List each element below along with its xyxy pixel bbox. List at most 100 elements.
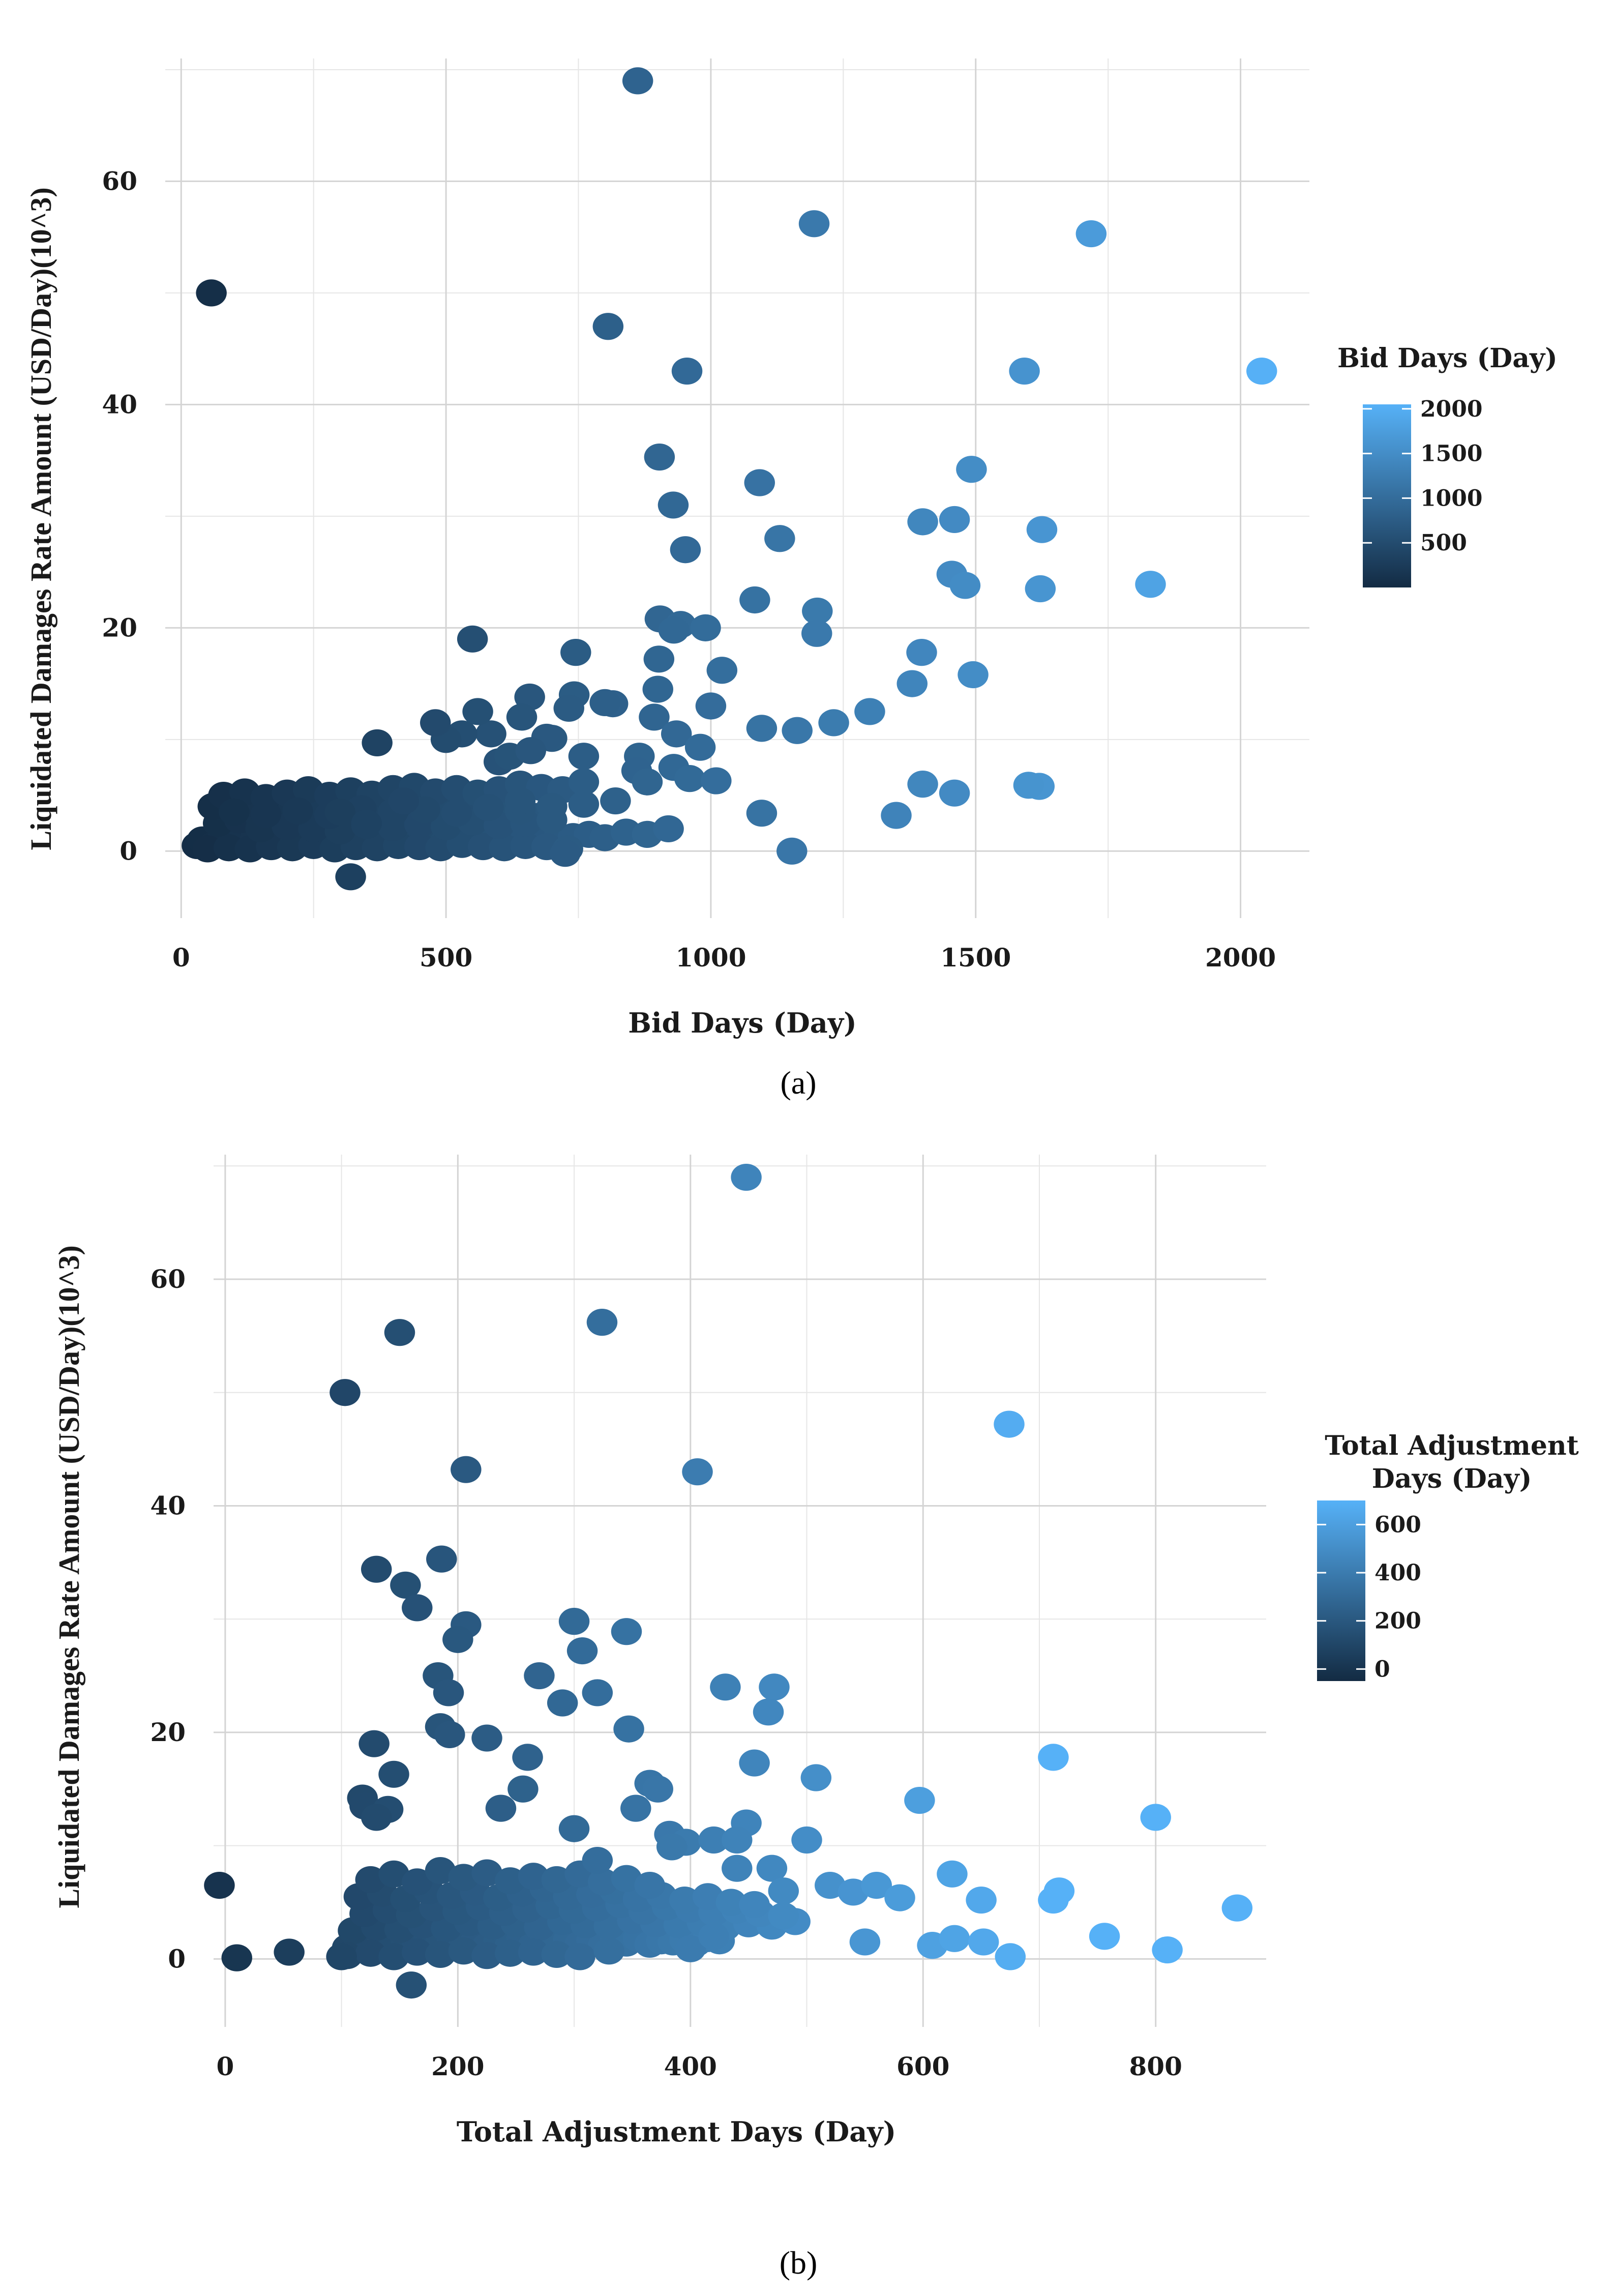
data-point — [722, 1855, 753, 1882]
data-point — [518, 1863, 549, 1890]
x-tick-label: 800 — [1129, 2051, 1182, 2081]
scatter-panel-b: 0 200 400 600 800 0 20 40 60 Total Adjustment D… — [52, 1155, 1579, 2281]
data-point — [715, 1889, 747, 1916]
data-point — [620, 1794, 651, 1822]
data-point — [669, 1886, 700, 1914]
data-point — [541, 1866, 572, 1894]
legend-title-b-line1: Total Adjustment — [1325, 1430, 1579, 1461]
data-point — [402, 1594, 433, 1622]
points-a — [182, 67, 1277, 891]
legend-colorbar-a — [1363, 404, 1411, 587]
data-point — [568, 743, 600, 770]
y-tick-labels-b: 0 20 40 60 — [150, 1264, 186, 1974]
data-point — [801, 620, 832, 647]
data-point — [1135, 571, 1166, 598]
data-point — [698, 1923, 729, 1950]
data-point — [355, 1939, 386, 1967]
data-point — [744, 469, 775, 496]
x-axis-title-a: Bid Days (Day) — [628, 1007, 856, 1039]
data-point — [1025, 575, 1056, 603]
data-point — [653, 815, 684, 843]
data-point — [524, 1662, 555, 1690]
data-point — [504, 787, 536, 815]
data-point — [671, 357, 703, 385]
y-tick-label: 60 — [102, 166, 137, 196]
data-point — [1089, 1923, 1120, 1950]
data-point — [358, 1730, 390, 1757]
data-point — [568, 768, 600, 796]
legend-tick-label: 200 — [1374, 1608, 1421, 1634]
legend-b: Total Adjustment Days (Day) 0 200 400 600 — [1317, 1430, 1579, 1682]
data-point — [589, 689, 620, 717]
x-tick-label: 200 — [431, 2051, 484, 2081]
data-point — [390, 1571, 421, 1599]
data-point — [611, 1865, 642, 1892]
data-point — [451, 1456, 482, 1483]
data-point — [722, 1826, 753, 1854]
data-point — [939, 1925, 970, 1952]
data-point — [582, 1846, 613, 1874]
y-tick-label: 0 — [119, 836, 137, 866]
data-point — [815, 1871, 846, 1899]
data-point — [593, 1937, 624, 1965]
x-tick-label: 600 — [896, 2051, 949, 2081]
data-point — [518, 1938, 549, 1966]
data-point — [1152, 1936, 1183, 1964]
data-point — [861, 1871, 892, 1899]
data-point — [473, 794, 504, 821]
data-point — [968, 1928, 999, 1956]
data-point — [536, 792, 567, 820]
data-point — [661, 720, 692, 748]
y-tick-label: 60 — [150, 1264, 186, 1294]
legend-tick-label: 600 — [1374, 1512, 1421, 1538]
x-axis-title-b: Total Adjustment Days (Day) — [457, 2115, 896, 2148]
data-point — [1038, 1744, 1069, 1771]
data-point — [475, 720, 506, 748]
data-point — [884, 1884, 915, 1911]
data-point — [462, 698, 493, 725]
points-b — [204, 1163, 1253, 1999]
data-point — [791, 1826, 822, 1854]
data-point — [564, 1943, 595, 1970]
x-tick-label: 400 — [664, 2051, 717, 2081]
data-point — [695, 692, 727, 720]
data-point — [361, 1804, 392, 1831]
data-point — [388, 787, 419, 815]
data-point — [690, 614, 721, 641]
data-point — [643, 645, 675, 673]
data-point — [566, 1637, 598, 1665]
data-point — [471, 1724, 502, 1752]
caption-b: (b) — [780, 2245, 818, 2281]
data-point — [995, 1943, 1026, 1970]
data-point — [335, 863, 366, 891]
data-point — [644, 443, 675, 471]
data-point — [330, 1379, 361, 1406]
legend-tick-label: 1000 — [1420, 485, 1482, 511]
legend-title-a: Bid Days (Day) — [1337, 343, 1558, 374]
data-point — [219, 798, 250, 826]
data-point — [764, 525, 795, 552]
data-point — [611, 1618, 642, 1645]
data-point — [425, 1857, 456, 1885]
data-point — [434, 1721, 465, 1748]
data-point — [1013, 772, 1044, 799]
data-point — [994, 1410, 1025, 1438]
data-point — [937, 1860, 968, 1888]
data-point — [1140, 1804, 1171, 1831]
data-point — [568, 790, 600, 818]
data-point — [457, 625, 488, 653]
data-point — [1009, 357, 1040, 385]
data-point — [426, 1545, 457, 1573]
data-point — [907, 771, 938, 798]
data-point — [682, 1458, 713, 1486]
data-point — [849, 1928, 881, 1956]
data-point — [495, 1867, 526, 1895]
x-tick-label: 1500 — [940, 943, 1011, 973]
data-point — [658, 616, 690, 644]
data-point — [433, 1679, 464, 1706]
data-point — [362, 729, 393, 757]
data-point — [896, 670, 928, 697]
data-point — [378, 1860, 409, 1888]
data-point — [274, 1938, 305, 1966]
